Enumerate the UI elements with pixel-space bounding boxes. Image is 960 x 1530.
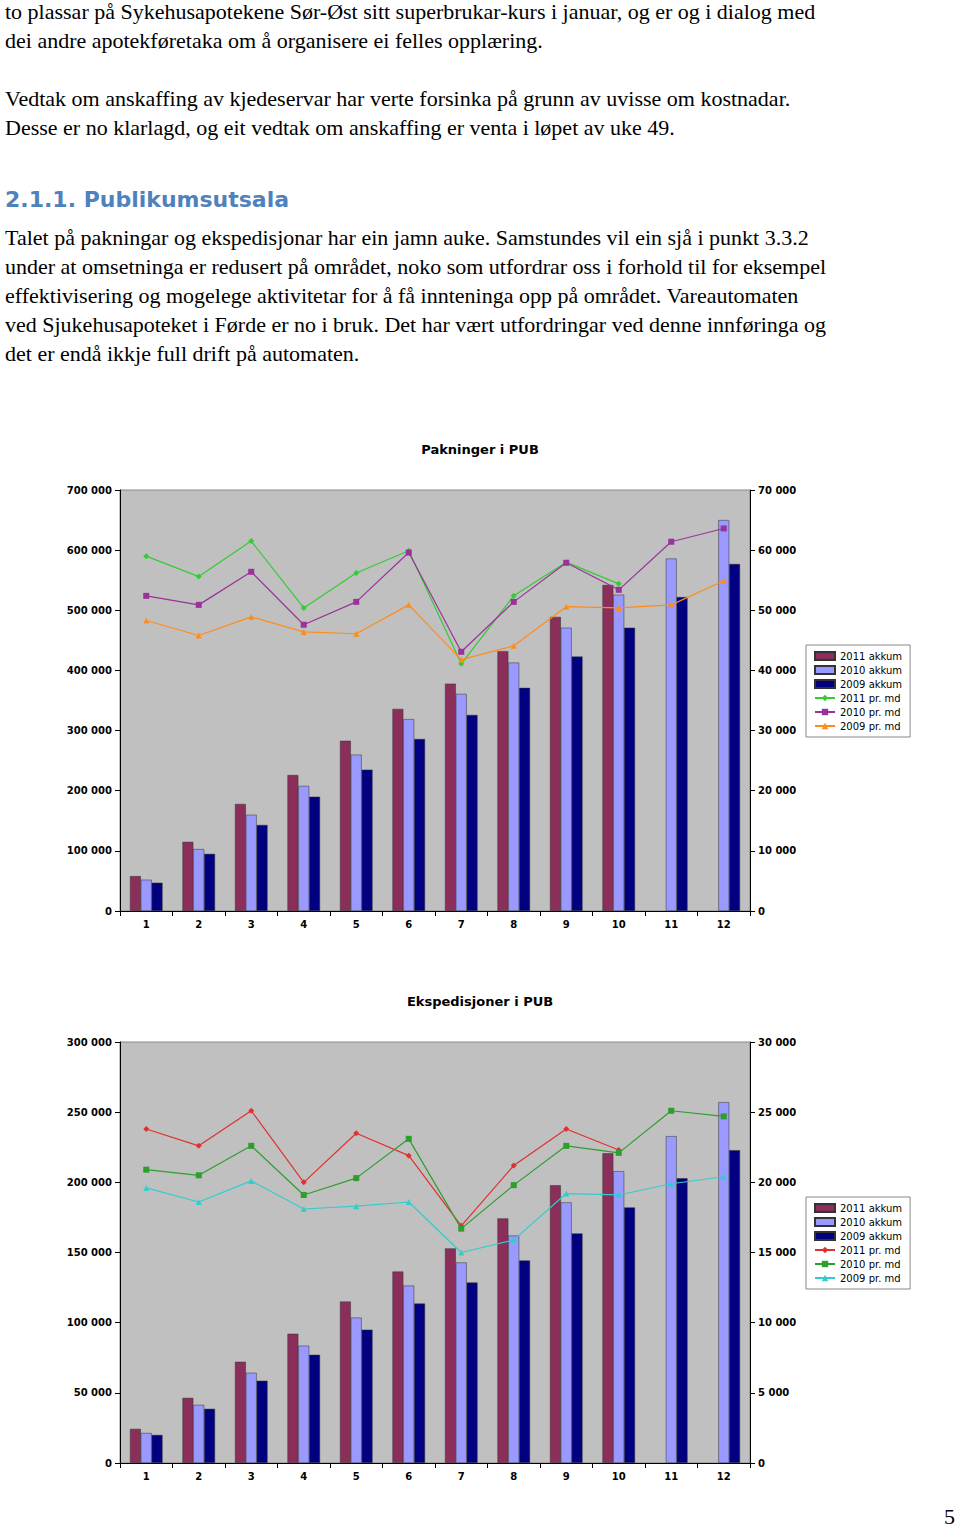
html-text:dei andre apotekføretaka om å: dei andre apotekføretaka om å organisere… [5,28,543,53]
svg-text:30 000: 30 000 [758,725,796,736]
svg-text:2010 pr. md: 2010 pr. md [840,1259,901,1270]
html-text:2.1.1. Publikumsutsala: 2.1.1. Publikumsutsala [5,187,290,212]
svg-text:2009 pr. md: 2009 pr. md [840,721,901,732]
svg-text:15 000: 15 000 [758,1247,796,1258]
svg-text:50 000: 50 000 [758,605,796,616]
html-text:effektivisering og mogelege ak: effektivisering og mogelege aktivitetar … [5,283,799,308]
svg-text:60 000: 60 000 [758,545,796,556]
svg-text:10: 10 [612,919,626,930]
svg-text:12: 12 [717,919,731,930]
svg-text:2009 akkum: 2009 akkum [840,679,902,690]
svg-text:200 000: 200 000 [67,785,112,796]
svg-text:1: 1 [143,1471,150,1482]
svg-text:2010 akkum: 2010 akkum [840,1217,902,1228]
svg-text:20 000: 20 000 [758,785,796,796]
svg-text:2: 2 [195,1471,202,1482]
svg-text:600 000: 600 000 [67,545,112,556]
svg-text:12: 12 [717,1471,731,1482]
svg-text:50 000: 50 000 [74,1387,112,1398]
svg-text:25 000: 25 000 [758,1107,796,1118]
svg-text:300 000: 300 000 [67,725,112,736]
svg-text:10: 10 [612,1471,626,1482]
svg-text:11: 11 [664,1471,678,1482]
svg-text:5: 5 [353,919,360,930]
svg-text:150 000: 150 000 [67,1247,112,1258]
svg-text:8: 8 [510,919,517,930]
html-text:5: 5 [944,1504,955,1529]
svg-text:6: 6 [405,919,412,930]
svg-text:70 000: 70 000 [758,485,796,496]
svg-text:Pakninger i PUB: Pakninger i PUB [421,442,539,457]
html-text:under at omsetninga er reduser: under at omsetninga er redusert på områd… [5,254,827,279]
svg-text:2: 2 [195,919,202,930]
svg-text:400 000: 400 000 [67,665,112,676]
svg-text:6: 6 [405,1471,412,1482]
svg-text:2011 pr. md: 2011 pr. md [840,693,901,704]
svg-text:8: 8 [510,1471,517,1482]
svg-text:2010 pr. md: 2010 pr. md [840,707,901,718]
svg-text:9: 9 [563,1471,570,1482]
svg-text:1: 1 [143,919,150,930]
html-text:Desse er no klarlagd, og eit v: Desse er no klarlagd, og eit vedtak om a… [5,115,675,140]
svg-text:2011 akkum: 2011 akkum [840,1203,902,1214]
svg-text:2009 akkum: 2009 akkum [840,1231,902,1242]
svg-text:20 000: 20 000 [758,1177,796,1188]
svg-text:5: 5 [353,1471,360,1482]
svg-text:2011 akkum: 2011 akkum [840,651,902,662]
svg-text:250 000: 250 000 [67,1107,112,1118]
svg-text:300 000: 300 000 [67,1037,112,1048]
svg-text:3: 3 [248,919,255,930]
svg-text:Ekspedisjoner i PUB: Ekspedisjoner i PUB [407,994,553,1009]
svg-text:9: 9 [563,919,570,930]
svg-text:200 000: 200 000 [67,1177,112,1188]
html-text:det er endå ikkje full drift p: det er endå ikkje full drift på automate… [5,341,360,366]
svg-text:10 000: 10 000 [758,845,796,856]
svg-text:2010 akkum: 2010 akkum [840,665,902,676]
svg-text:11: 11 [664,919,678,930]
html-text:to plassar på Sykehusapotekene: to plassar på Sykehusapotekene Sør-Øst s… [5,0,816,24]
html-text:Talet på pakningar og ekspedis: Talet på pakningar og ekspedisjonar har … [5,225,809,250]
svg-text:2011 pr. md: 2011 pr. md [840,1245,901,1256]
svg-text:0: 0 [105,1458,112,1469]
svg-text:7: 7 [458,1471,465,1482]
svg-text:100 000: 100 000 [67,845,112,856]
svg-text:700 000: 700 000 [67,485,112,496]
svg-text:40 000: 40 000 [758,665,796,676]
html-text:ved Sjukehusapoteket i Førde e: ved Sjukehusapoteket i Førde er no i bru… [5,312,827,337]
svg-text:0: 0 [105,906,112,917]
svg-text:0: 0 [758,1458,765,1469]
svg-text:500 000: 500 000 [67,605,112,616]
svg-text:4: 4 [300,1471,307,1482]
svg-text:3: 3 [248,1471,255,1482]
html-text:Vedtak om anskaffing av kjedes: Vedtak om anskaffing av kjedeservar har … [5,86,791,111]
svg-text:7: 7 [458,919,465,930]
svg-text:100 000: 100 000 [67,1317,112,1328]
svg-text:2009 pr. md: 2009 pr. md [840,1273,901,1284]
svg-text:5 000: 5 000 [758,1387,789,1398]
svg-text:4: 4 [300,919,307,930]
svg-text:0: 0 [758,906,765,917]
svg-text:10 000: 10 000 [758,1317,796,1328]
svg-text:30 000: 30 000 [758,1037,796,1048]
